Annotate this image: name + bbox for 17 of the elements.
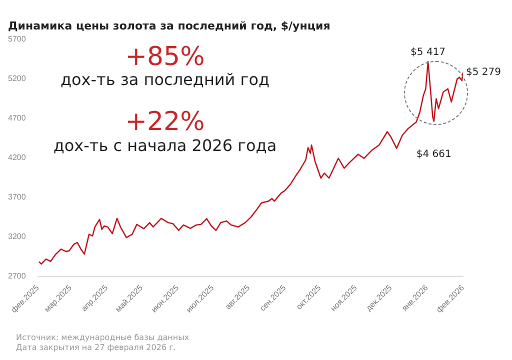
y-tick-label: 4700 <box>8 113 26 122</box>
annotation: $5 279 <box>466 67 501 78</box>
y-tick-label: 3200 <box>8 232 26 241</box>
y-tick-label: 3700 <box>8 192 26 202</box>
chart-title: Динамика цены золота за последний год, $/унция <box>8 19 330 32</box>
text: Источник: международные базы данных <box>16 333 190 343</box>
annotation: +22% <box>124 107 206 137</box>
y-tick-label: 5200 <box>8 74 26 83</box>
annotation: $4 661 <box>416 148 452 160</box>
y-tick-label: 2700 <box>8 271 26 280</box>
annotation: $5 417 <box>410 47 446 58</box>
annotation: дох-ть за последний год <box>59 70 271 90</box>
annotation: +85% <box>124 42 206 72</box>
annotation: дох-ть с начала 2026 года <box>52 136 278 156</box>
text: Дата закрытия на 27 февраля 2026 г. <box>16 343 176 353</box>
y-tick-label: 4200 <box>8 152 26 162</box>
y-tick-label: 5700 <box>8 34 26 44</box>
